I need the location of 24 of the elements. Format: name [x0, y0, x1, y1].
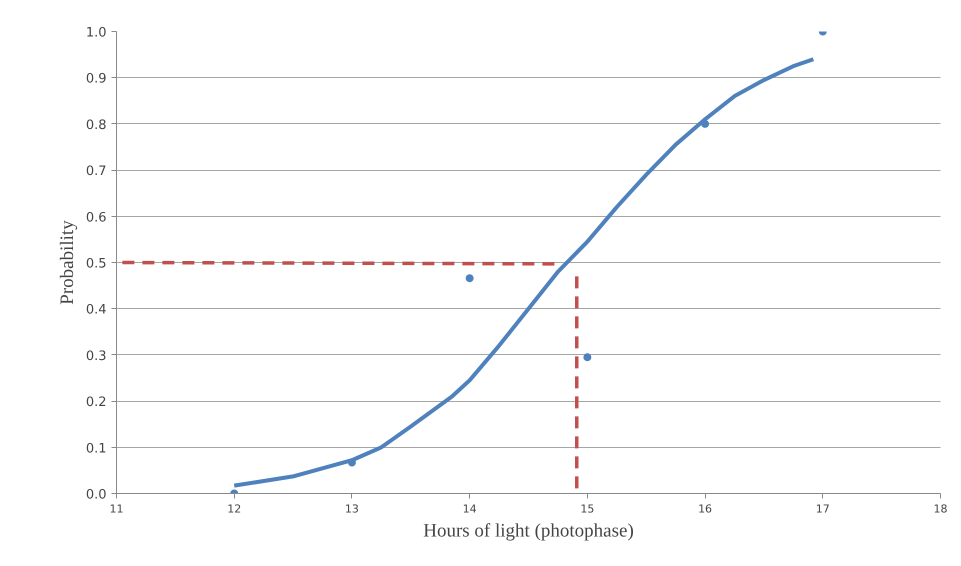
x-tick-label: 12	[227, 502, 242, 516]
x-tick-label: 17	[816, 502, 830, 516]
y-tick-label: 0.6	[86, 210, 107, 226]
y-tick-label: 0.9	[86, 72, 107, 87]
x-tick-label: 14	[462, 502, 477, 516]
y-tick-label: 0.3	[86, 348, 107, 364]
y-tick-label: 0.7	[86, 164, 107, 180]
point	[583, 353, 592, 362]
x-tick-label: 13	[344, 502, 359, 516]
line-series	[232, 57, 816, 488]
x-tick-label: 16	[698, 502, 712, 516]
x-tick-label: 11	[110, 502, 124, 516]
x-tick-label: 15	[580, 502, 594, 516]
y-tick-label: 0.5	[86, 256, 107, 272]
x-axis-title: Hours of light (photophase)	[423, 520, 634, 542]
x-tick-label: 18	[934, 502, 948, 516]
point	[466, 274, 474, 282]
y-tick-label: 0.8	[86, 118, 107, 133]
y-tick-label: 0.4	[86, 302, 107, 318]
y-tick-label: 1.0	[86, 26, 107, 40]
y-axis-title: Probability	[56, 220, 78, 305]
y-tick-label: 0.2	[86, 395, 107, 410]
y-tick-label: 0.0	[86, 488, 107, 502]
y-tick-label: 0.1	[86, 441, 107, 456]
